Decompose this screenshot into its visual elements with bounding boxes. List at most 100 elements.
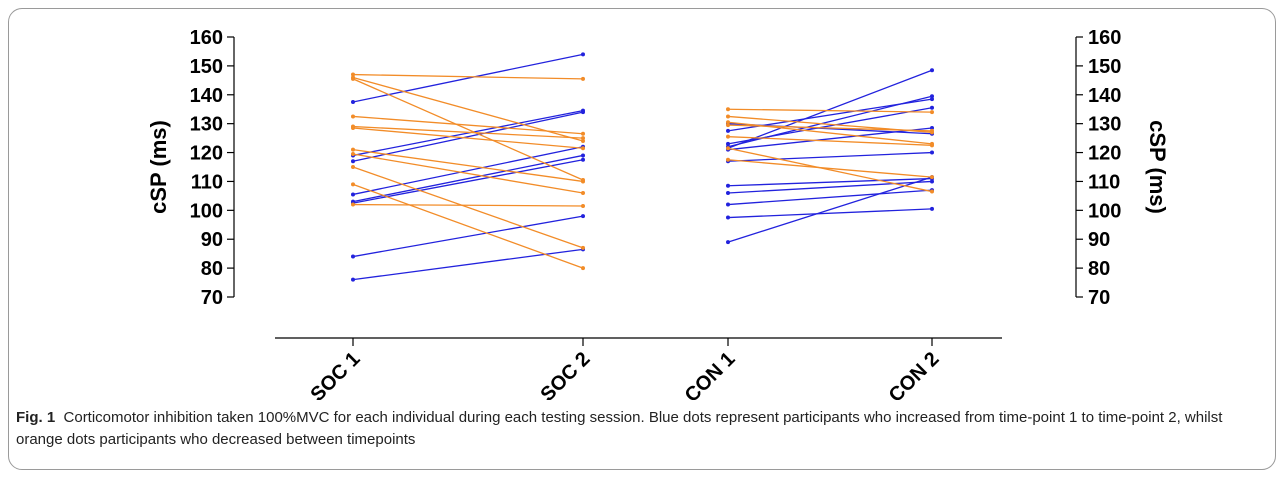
caption-label: Fig. 1 <box>16 409 56 426</box>
data-point <box>581 131 585 136</box>
data-point <box>581 191 585 195</box>
series-line <box>352 203 584 207</box>
data-point <box>726 128 730 133</box>
data-point <box>726 191 730 195</box>
series-line <box>727 176 933 243</box>
left-tick-label: 80 <box>201 258 223 280</box>
data-point <box>726 157 730 162</box>
data-point <box>351 114 355 119</box>
data-point <box>726 215 730 220</box>
right-tick-label: 110 <box>1088 171 1120 193</box>
figure-caption: Fig. 1 Corticomotor inhibition taken 100… <box>16 407 1266 451</box>
data-point <box>581 139 585 143</box>
data-point <box>930 105 934 110</box>
left-tick-label: 100 <box>190 200 223 222</box>
left-y-axis: 70 80 90 100 110 120 130 140 150 160 <box>190 27 235 309</box>
right-tick-label: 160 <box>1088 27 1121 49</box>
data-point <box>351 159 355 164</box>
data-point <box>581 204 585 208</box>
data-point <box>581 157 585 162</box>
x-tick-label: SOC 1 <box>307 348 365 400</box>
left-tick-label: 130 <box>190 114 223 136</box>
data-point <box>351 100 355 104</box>
series-line <box>727 180 933 194</box>
x-tick-label: SOC 2 <box>537 348 595 400</box>
series-line <box>727 147 933 193</box>
left-tick-label: 70 <box>201 287 223 309</box>
series-line <box>352 149 584 183</box>
data-point <box>726 120 730 125</box>
data-point <box>581 266 585 271</box>
series-line <box>727 69 933 149</box>
data-point <box>930 175 934 180</box>
right-tick-label: 80 <box>1088 258 1110 280</box>
series-line <box>727 189 933 206</box>
data-point <box>726 202 730 207</box>
figure-frame <box>8 8 1276 470</box>
y-axis-title-left: cSP (ms) <box>146 120 171 214</box>
series-line <box>352 110 584 157</box>
data-point <box>726 123 730 128</box>
data-point <box>930 97 934 102</box>
series-line <box>352 215 584 258</box>
right-tick-label: 150 <box>1088 56 1121 78</box>
data-point <box>351 192 355 197</box>
x-tick-label: CON 2 <box>885 348 944 400</box>
right-tick-label: 90 <box>1088 229 1110 251</box>
data-point <box>351 72 355 77</box>
data-point <box>930 189 934 194</box>
data-point <box>581 214 585 219</box>
series-line <box>352 125 584 139</box>
chart: 70 80 90 100 110 120 130 140 150 160 70 80 90 100 110… <box>146 27 1170 400</box>
data-point <box>351 165 355 169</box>
data-point <box>726 183 730 188</box>
data-point <box>930 150 934 155</box>
data-point <box>581 153 585 158</box>
caption-text: Corticomotor inhibition taken 100%MVC fo… <box>16 409 1223 448</box>
data-point <box>351 147 355 152</box>
data-point <box>726 107 730 112</box>
left-tick-label: 160 <box>190 27 223 49</box>
right-tick-label: 140 <box>1088 85 1121 107</box>
data-point <box>351 152 355 156</box>
data-point <box>930 128 934 133</box>
series-line <box>727 151 933 162</box>
right-tick-label: 130 <box>1088 114 1121 136</box>
series-line <box>352 159 584 204</box>
series-lines <box>351 52 934 282</box>
data-point <box>726 141 730 146</box>
data-point <box>581 245 585 250</box>
data-point <box>581 136 585 141</box>
series-line <box>352 78 584 181</box>
data-point <box>930 94 934 99</box>
right-tick-label: 120 <box>1088 143 1121 165</box>
series-line <box>352 166 584 249</box>
data-point <box>581 52 585 57</box>
data-point <box>351 254 355 259</box>
data-point <box>351 277 355 282</box>
data-point <box>581 179 585 184</box>
data-point <box>726 134 730 139</box>
series-line <box>352 73 584 80</box>
left-tick-label: 110 <box>191 171 223 193</box>
left-tick-label: 90 <box>201 229 223 251</box>
data-point <box>351 76 355 81</box>
left-tick-label: 140 <box>190 85 223 107</box>
data-point <box>351 182 355 187</box>
right-y-axis: 70 80 90 100 110 120 130 140 150 160 <box>1075 27 1121 309</box>
data-point <box>581 76 585 81</box>
data-point <box>581 108 585 113</box>
data-point <box>726 240 730 245</box>
left-tick-label: 120 <box>190 143 223 165</box>
series-line <box>352 248 584 281</box>
series-line <box>352 153 584 194</box>
data-point <box>351 199 355 204</box>
x-tick-label: CON 1 <box>681 348 740 400</box>
data-point <box>930 179 934 184</box>
series-line <box>727 177 933 187</box>
series-line <box>352 111 584 162</box>
y-axis-title-right: cSP (ms) <box>1145 120 1170 214</box>
series-line <box>727 208 933 219</box>
left-tick-label: 150 <box>190 56 223 78</box>
series-line <box>352 183 584 269</box>
